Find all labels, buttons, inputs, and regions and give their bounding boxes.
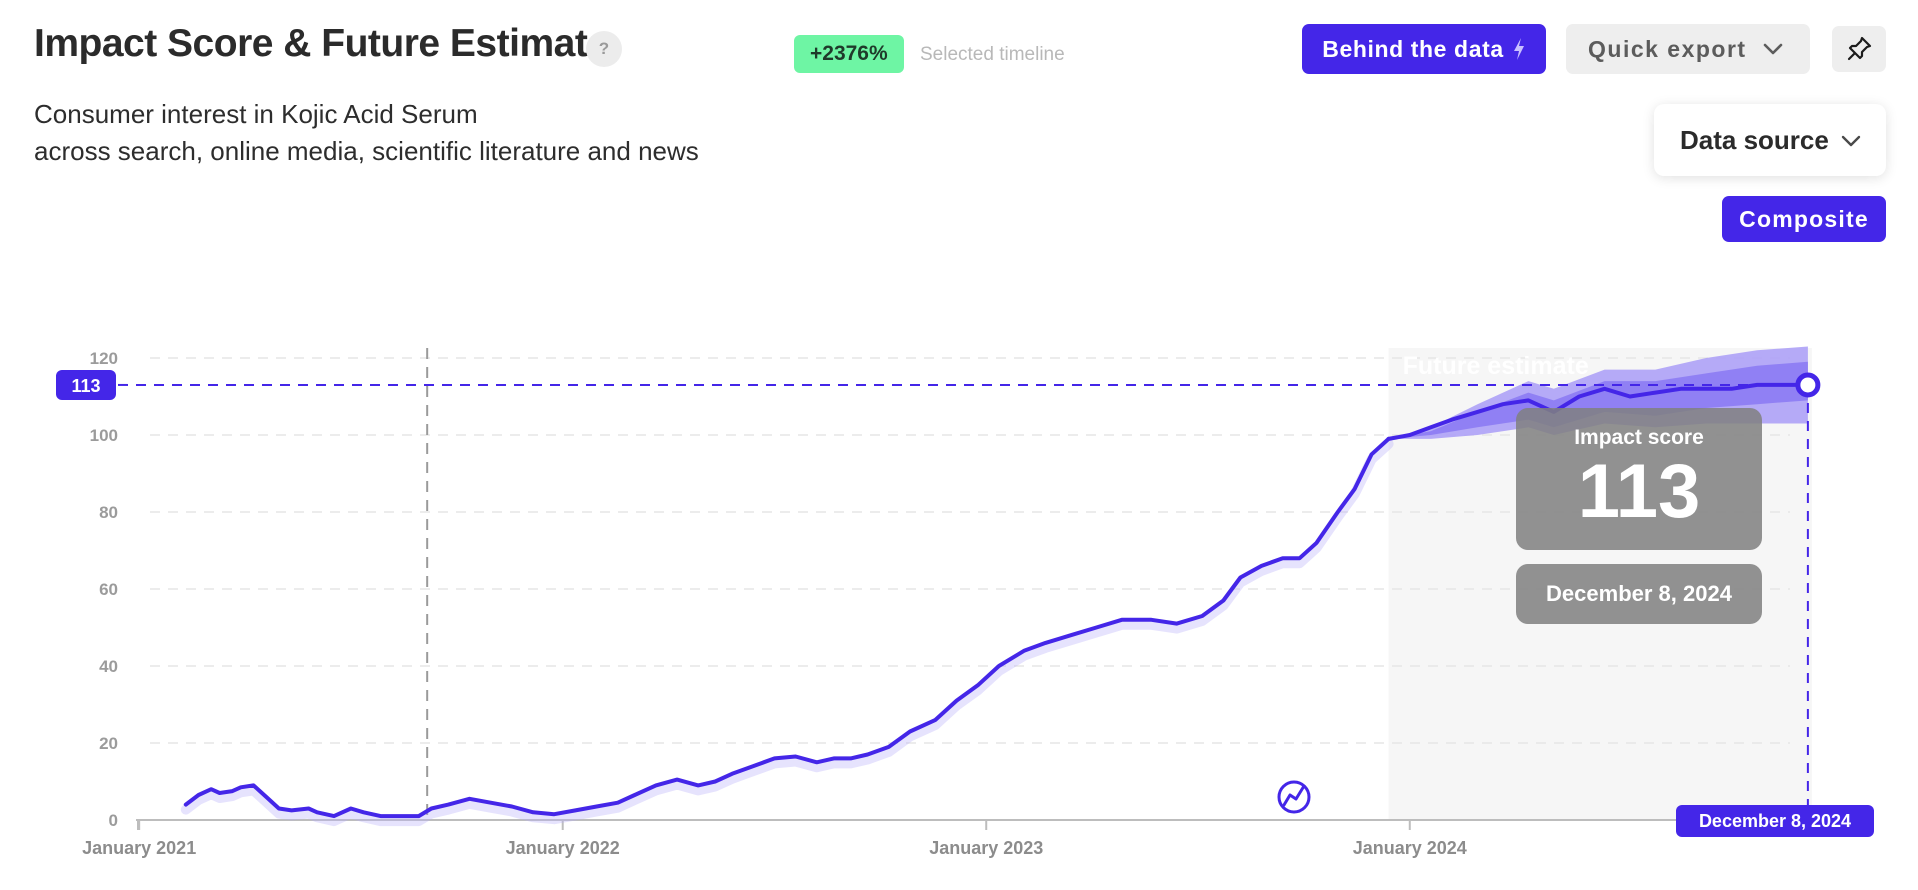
trend-icon-glyph — [1282, 784, 1306, 807]
change-badge: +2376% — [794, 35, 904, 73]
x-tick-label: January 2022 — [506, 838, 620, 858]
future-estimate-label: Future estimate — [1403, 352, 1589, 380]
y-tick-label: 60 — [99, 580, 118, 599]
y-tick-label: 120 — [90, 349, 118, 368]
current-date-badge — [1676, 805, 1874, 837]
lightning-icon — [1513, 38, 1524, 60]
score-tooltip: Impact score 113 — [1516, 408, 1762, 550]
current-value-badge-text: 113 — [71, 376, 100, 396]
behind-the-data-button[interactable]: Behind the data — [1302, 24, 1546, 74]
current-date-badge-text: December 8, 2024 — [1699, 811, 1851, 831]
pin-icon — [1847, 36, 1872, 61]
y-tick-label: 80 — [99, 503, 118, 522]
series-line-shadow — [180, 438, 1394, 827]
y-tick-label: 100 — [90, 426, 118, 445]
forecast-band-inner — [1388, 361, 1808, 439]
page-title: Impact Score & Future Estimate — [34, 22, 609, 65]
x-tick-label: January 2023 — [929, 838, 1043, 858]
subtitle-line-1: Consumer interest in Kojic Acid Serum — [34, 99, 478, 129]
chart-subtitle: Consumer interest in Kojic Acid Serum ac… — [34, 96, 699, 170]
y-tick-label: 0 — [109, 811, 118, 830]
tooltip-date: December 8, 2024 — [1516, 564, 1762, 624]
series-line-historical — [183, 436, 1391, 819]
pin-button[interactable] — [1832, 26, 1886, 72]
tooltip-label: Impact score — [1574, 426, 1704, 449]
x-tick-label: January 2024 — [1353, 838, 1467, 858]
quick-export-label: Quick export — [1588, 35, 1747, 62]
chevron-down-icon — [1841, 135, 1861, 147]
help-icon[interactable]: ? — [586, 31, 622, 67]
chevron-down-icon — [1763, 43, 1783, 55]
tooltip-value: 113 — [1577, 449, 1701, 534]
x-tick-label: January 2021 — [82, 838, 196, 858]
series-line-forecast — [1386, 382, 1810, 441]
subtitle-line-2: across search, online media, scientific … — [34, 136, 699, 166]
change-caption: Selected timeline — [920, 44, 1065, 65]
behind-the-data-label: Behind the data — [1322, 35, 1504, 62]
current-point — [1795, 372, 1821, 398]
data-source-label: Data source — [1680, 124, 1829, 155]
y-tick-label: 20 — [99, 734, 118, 753]
quick-export-button[interactable]: Quick export — [1566, 24, 1810, 74]
y-tick-label: 40 — [99, 657, 118, 676]
data-source-dropdown[interactable]: Data source — [1654, 104, 1886, 176]
current-value-badge — [56, 369, 116, 400]
composite-button[interactable]: Composite — [1722, 196, 1886, 242]
